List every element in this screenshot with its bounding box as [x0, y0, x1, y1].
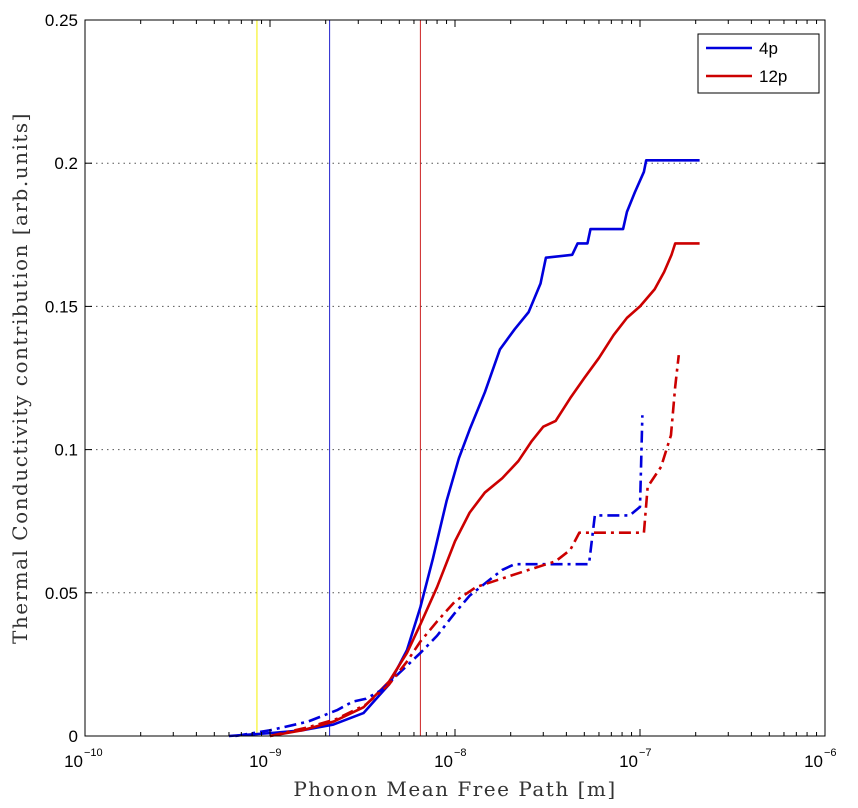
y-tick-label: 0.05: [45, 584, 78, 603]
x-tick-label-exponent: −8: [454, 747, 467, 759]
y-tick-labels: 0 0.05 0.1 0.15 0.2 0.25: [45, 11, 78, 746]
legend-label-12p: 12p: [759, 67, 787, 86]
y-tick-label: 0.25: [45, 11, 78, 30]
x-tick-labels: 10 −10 10 −9 10 −8 10 −7 10 −6: [64, 747, 836, 771]
y-tick-label: 0: [69, 727, 78, 746]
x-tick-label-exponent: −7: [639, 747, 652, 759]
series-line: [228, 159, 700, 738]
x-tick-label: 10: [64, 752, 83, 771]
series-line: [269, 354, 681, 738]
x-tick-label: 10: [249, 752, 268, 771]
x-axis-title: Phonon Mean Free Path [m]: [293, 777, 616, 801]
gridlines: [85, 162, 825, 594]
x-tick-label-exponent: −9: [269, 747, 282, 759]
plot-frame: [84, 19, 826, 737]
x-tick-label-exponent: −10: [84, 747, 103, 759]
x-tick-label: 10: [434, 752, 453, 771]
y-axis-title: Thermal Conductivity contribution [arb.u…: [8, 112, 32, 644]
x-tick-label-exponent: −6: [824, 747, 837, 759]
data-series: [228, 159, 700, 738]
series-line: [235, 415, 644, 738]
plot-area: [85, 20, 825, 736]
y-tick-label: 0.15: [45, 297, 78, 316]
vertical-marker-lines: [256, 20, 421, 736]
legend-box: [697, 33, 820, 94]
series-line: [269, 242, 700, 738]
x-tick-label: 10: [804, 752, 823, 771]
y-tick-label: 0.2: [54, 154, 78, 173]
legend-label-4p: 4p: [759, 39, 778, 58]
x-tick-label: 10: [619, 752, 638, 771]
legend: 4p 12p: [697, 33, 820, 94]
y-tick-label: 0.1: [54, 441, 78, 460]
